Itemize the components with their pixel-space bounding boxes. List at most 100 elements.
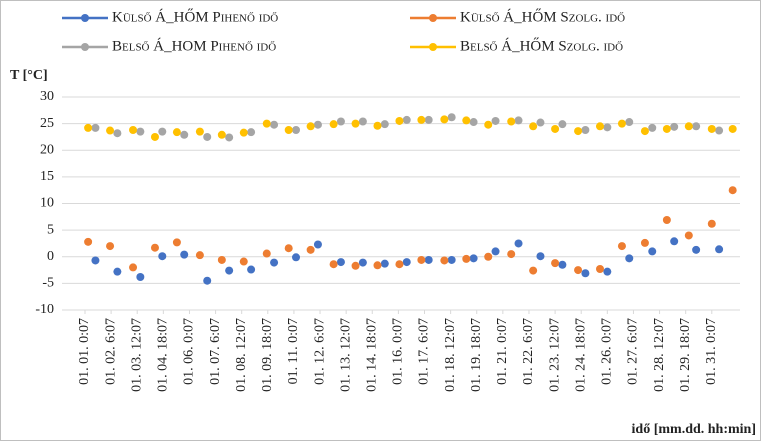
data-point: [225, 266, 234, 275]
data-point: [373, 261, 382, 270]
data-point: [270, 258, 279, 267]
data-point: [684, 231, 693, 240]
data-point: [507, 250, 516, 259]
legend-label: Külső Á_HŐM Pihenő idő: [112, 8, 278, 25]
data-point: [603, 267, 612, 276]
data-point: [707, 124, 716, 133]
data-point: [158, 127, 167, 136]
data-point: [558, 120, 567, 129]
data-point: [617, 242, 626, 251]
data-point: [692, 245, 701, 254]
data-point: [373, 121, 382, 130]
y-tick-label: 5: [47, 222, 54, 237]
x-axis-title: idő [mm.dd. hh:min]: [632, 422, 756, 437]
data-point: [469, 254, 478, 263]
data-point: [491, 247, 500, 256]
y-tick-label: 0: [47, 249, 54, 264]
x-tick-label: 01. 02. 6:07: [103, 318, 118, 385]
data-point: [640, 238, 649, 247]
data-point: [574, 127, 583, 136]
data-point: [380, 120, 389, 129]
data-point: [395, 116, 404, 125]
x-tick-label: 01. 19. 18:07: [469, 318, 484, 392]
data-point: [662, 216, 671, 225]
data-point: [507, 117, 516, 126]
x-tick-label: 01. 31. 0:07: [704, 318, 719, 385]
x-tick-label: 01. 04. 18:07: [156, 318, 171, 392]
legend-marker: [429, 14, 437, 22]
data-point: [247, 265, 256, 274]
data-point: [239, 128, 248, 137]
data-point: [113, 129, 122, 138]
data-point: [329, 260, 338, 269]
data-point: [440, 115, 449, 124]
x-tick-label: 01. 13. 12:07: [338, 318, 353, 392]
x-tick-label: 01. 06. 0:07: [182, 318, 197, 385]
data-point: [313, 240, 322, 249]
data-point: [551, 124, 560, 133]
data-point: [329, 120, 338, 129]
data-point: [239, 257, 248, 266]
data-point: [129, 126, 138, 135]
data-point: [692, 122, 701, 131]
data-point: [306, 122, 315, 131]
data-point: [158, 252, 167, 261]
data-point: [217, 130, 226, 139]
legend-label: Belső Á_HOM Pihenő idő: [112, 37, 276, 54]
data-point: [172, 128, 181, 137]
y-tick-label: 15: [40, 169, 54, 184]
x-tick-label: 01. 21. 0:07: [495, 318, 510, 385]
data-point: [603, 123, 612, 132]
data-point: [247, 128, 256, 137]
y-tick-label: 20: [40, 142, 54, 157]
data-point: [484, 252, 493, 261]
data-point: [270, 120, 279, 129]
data-point: [358, 117, 367, 126]
data-point: [514, 239, 523, 248]
data-point: [91, 256, 100, 265]
data-point: [313, 120, 322, 129]
data-point: [662, 124, 671, 133]
legend-marker: [81, 43, 89, 51]
data-point: [596, 264, 605, 273]
x-tick-label: 01. 16. 0:07: [391, 318, 406, 385]
data-point: [203, 132, 212, 141]
data-point: [262, 119, 271, 128]
data-point: [336, 258, 345, 267]
data-point: [424, 255, 433, 264]
data-point: [484, 120, 493, 129]
data-point: [402, 258, 411, 267]
data-point: [417, 115, 426, 124]
data-point: [395, 260, 404, 269]
data-point: [684, 122, 693, 131]
y-axis-title: T [°C]: [10, 68, 48, 83]
data-point: [292, 253, 301, 262]
data-point: [529, 122, 538, 131]
data-point: [581, 269, 590, 278]
data-point: [715, 245, 724, 254]
data-point: [84, 123, 93, 132]
data-point: [707, 219, 716, 228]
data-point: [262, 249, 271, 258]
data-point: [440, 256, 449, 265]
data-point: [469, 118, 478, 127]
data-point: [447, 113, 456, 122]
data-point: [129, 263, 138, 272]
data-point: [715, 126, 724, 135]
data-point: [625, 118, 634, 127]
data-point: [402, 115, 411, 124]
data-point: [172, 238, 181, 247]
data-point: [150, 132, 159, 141]
data-point: [728, 186, 737, 195]
data-point: [640, 127, 649, 136]
x-tick-label: 01. 12. 6:07: [312, 318, 327, 385]
data-point: [625, 254, 634, 263]
y-tick-label: 30: [40, 89, 54, 104]
data-point: [336, 117, 345, 126]
data-point: [225, 133, 234, 142]
data-point: [180, 130, 189, 139]
data-point: [648, 123, 657, 132]
legend-label: Külső Á_HŐM Szolg. idő: [460, 8, 625, 25]
x-tick-label: 01. 03. 12:07: [129, 318, 144, 392]
